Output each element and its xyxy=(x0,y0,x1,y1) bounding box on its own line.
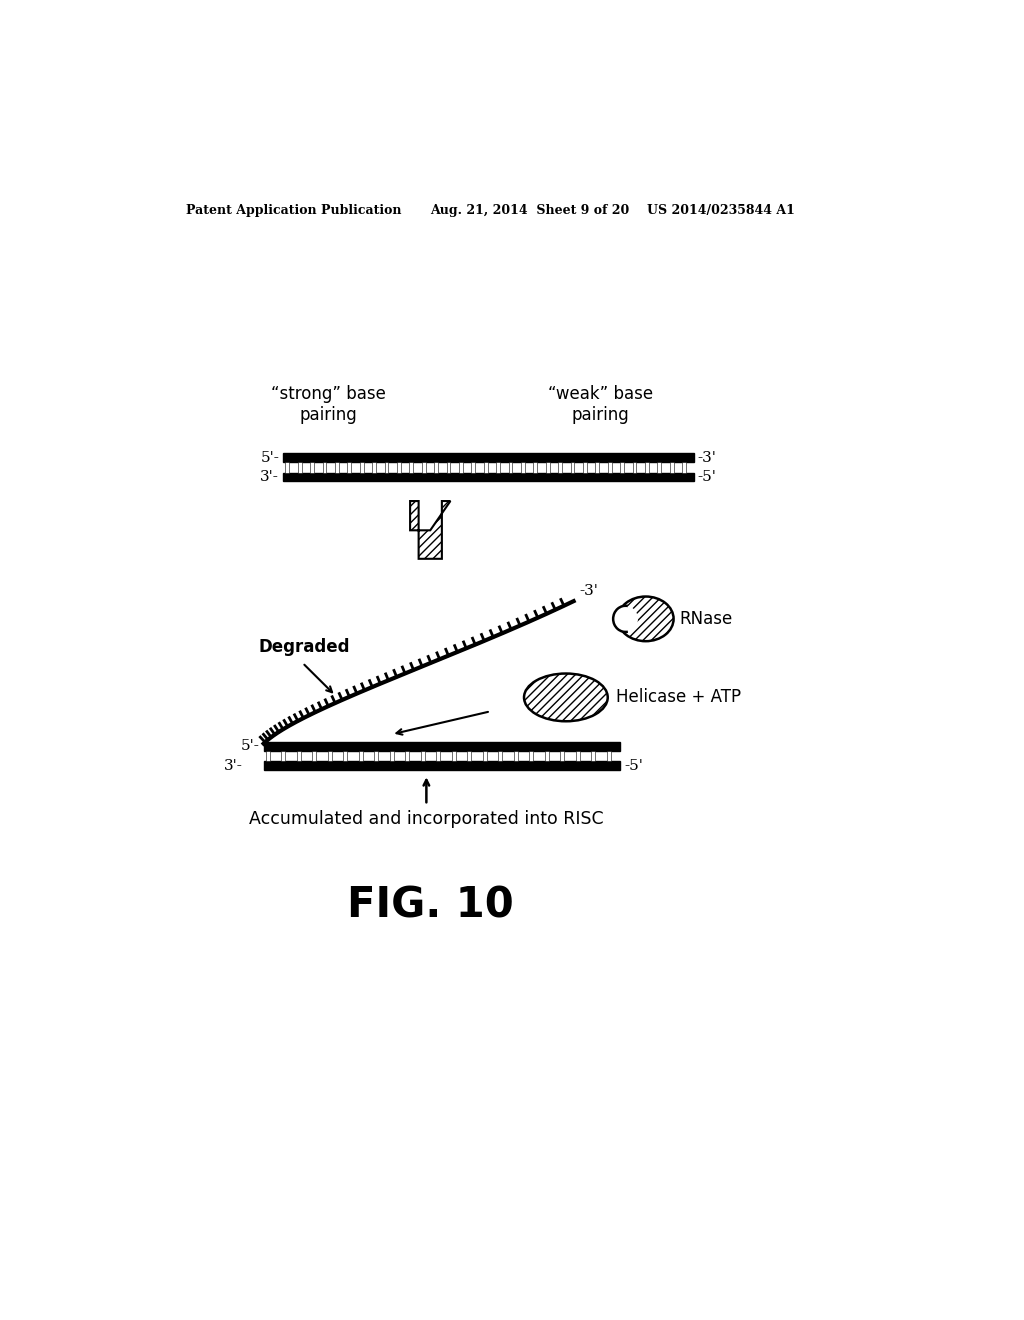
Bar xyxy=(359,462,364,473)
Text: Accumulated and incorporated into RISC: Accumulated and incorporated into RISC xyxy=(249,810,604,828)
Bar xyxy=(496,462,500,473)
Bar xyxy=(266,751,270,762)
Bar xyxy=(483,462,487,473)
Text: -3': -3' xyxy=(579,585,598,598)
Text: -3': -3' xyxy=(697,450,717,465)
Bar xyxy=(682,462,686,473)
Bar xyxy=(499,751,503,762)
Bar xyxy=(347,462,351,473)
Bar xyxy=(570,462,574,473)
Bar xyxy=(592,751,595,762)
Text: -5': -5' xyxy=(697,470,717,484)
Bar xyxy=(263,762,621,770)
Bar xyxy=(607,462,611,473)
Bar xyxy=(657,462,662,473)
Bar xyxy=(459,462,463,473)
Bar xyxy=(471,462,475,473)
Bar xyxy=(282,751,286,762)
Text: 3'-: 3'- xyxy=(260,470,280,484)
Bar xyxy=(397,462,400,473)
Bar xyxy=(263,742,621,751)
Bar xyxy=(670,462,674,473)
Bar xyxy=(406,751,410,762)
Text: FIG. 10: FIG. 10 xyxy=(347,884,514,927)
Bar xyxy=(534,462,538,473)
Bar xyxy=(575,751,580,762)
Text: “weak” base
pairing: “weak” base pairing xyxy=(548,385,653,424)
Bar xyxy=(422,462,426,473)
Bar xyxy=(558,462,562,473)
Bar xyxy=(546,462,550,473)
Bar xyxy=(633,462,636,473)
Bar xyxy=(436,751,440,762)
Text: -5': -5' xyxy=(624,759,643,772)
Bar xyxy=(467,751,471,762)
Bar xyxy=(421,751,425,762)
Bar xyxy=(645,462,649,473)
Bar xyxy=(385,462,388,473)
Text: RNase: RNase xyxy=(680,610,733,628)
Bar xyxy=(310,462,314,473)
Bar xyxy=(390,751,394,762)
Bar xyxy=(298,462,302,473)
Text: “strong” base
pairing: “strong” base pairing xyxy=(270,385,385,424)
Bar xyxy=(359,751,362,762)
Polygon shape xyxy=(410,502,451,558)
Bar xyxy=(595,462,599,473)
Bar xyxy=(335,462,339,473)
Bar xyxy=(607,751,611,762)
Text: 5'-: 5'- xyxy=(241,739,260,754)
Bar xyxy=(297,751,301,762)
Bar xyxy=(283,453,693,462)
Bar xyxy=(446,462,451,473)
Text: Patent Application Publication: Patent Application Publication xyxy=(186,205,401,218)
Bar xyxy=(529,751,534,762)
Bar xyxy=(509,462,512,473)
Bar xyxy=(560,751,564,762)
Ellipse shape xyxy=(617,597,674,642)
Bar xyxy=(583,462,587,473)
Bar xyxy=(621,462,624,473)
Bar xyxy=(286,462,289,473)
Text: Aug. 21, 2014  Sheet 9 of 20: Aug. 21, 2014 Sheet 9 of 20 xyxy=(430,205,630,218)
Bar xyxy=(545,751,549,762)
Bar xyxy=(283,473,693,480)
Text: US 2014/0235844 A1: US 2014/0235844 A1 xyxy=(647,205,795,218)
Bar xyxy=(410,462,414,473)
Bar xyxy=(372,462,376,473)
Ellipse shape xyxy=(613,606,638,632)
Text: 3'-: 3'- xyxy=(224,759,243,772)
Text: 5'-: 5'- xyxy=(260,450,280,465)
Bar xyxy=(452,751,456,762)
Bar xyxy=(521,462,524,473)
Text: Degraded: Degraded xyxy=(258,639,350,656)
Text: Helicase + ATP: Helicase + ATP xyxy=(616,689,741,706)
Bar xyxy=(343,751,347,762)
Bar xyxy=(323,462,327,473)
Bar xyxy=(434,462,438,473)
Bar xyxy=(483,751,486,762)
Bar xyxy=(514,751,518,762)
Ellipse shape xyxy=(524,673,607,721)
Bar xyxy=(312,751,316,762)
Bar xyxy=(375,751,378,762)
Bar xyxy=(328,751,332,762)
